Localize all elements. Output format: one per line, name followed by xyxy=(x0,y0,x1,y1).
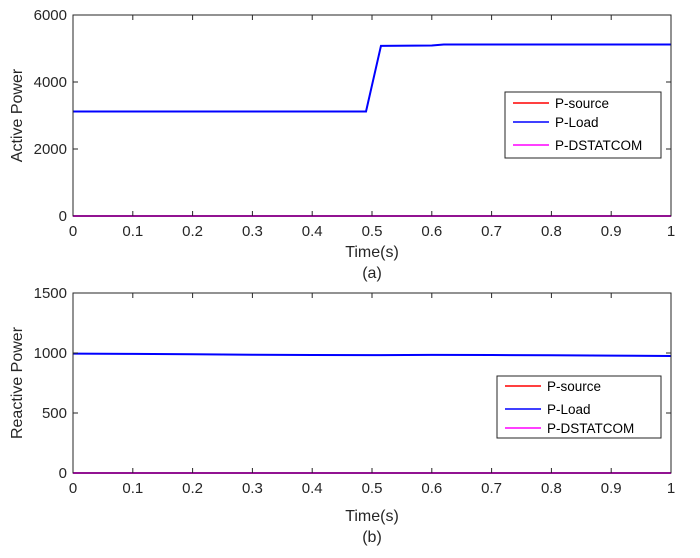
x-tick-label: 0.1 xyxy=(122,223,143,240)
x-tick-label: 0.3 xyxy=(242,480,263,497)
y-tick-label: 0 xyxy=(59,465,67,482)
y-tick-label: 1500 xyxy=(34,285,67,302)
tick-group: 0 0.1 0.2 0.3 0.4 0.5 0.6 0.7 0.8 0.9 1 0 500 1000 150… xyxy=(34,285,676,497)
x-tick-label: 0.5 xyxy=(362,480,383,497)
legend-label-p-load: P-Load xyxy=(547,402,591,417)
series-line-p-load xyxy=(72,352,672,357)
series-line-p-load xyxy=(73,43,671,113)
x-tick-label: 0 xyxy=(69,223,77,240)
legend-label-p-load: P-Load xyxy=(555,115,599,130)
x-tick-label: 0.9 xyxy=(601,223,622,240)
y-tick-label: 2000 xyxy=(34,141,67,158)
x-tick-label: 1 xyxy=(667,223,675,240)
legend: P-source P-Load P-DSTATCOM xyxy=(496,375,662,439)
legend-label-p-source: P-source xyxy=(547,379,601,394)
y-tick-label: 4000 xyxy=(34,74,67,91)
panel-caption: (b) xyxy=(362,529,382,546)
x-tick-label: 0.4 xyxy=(302,480,323,497)
x-tick-label: 0 xyxy=(69,480,77,497)
legend: P-source P-Load P-DSTATCOM xyxy=(504,91,662,159)
x-tick-label: 1 xyxy=(667,480,675,497)
y-tick-label: 6000 xyxy=(34,7,67,24)
x-tick-label: 0.5 xyxy=(362,223,383,240)
y-axis-label: Reactive Power xyxy=(9,326,26,439)
x-tick-label: 0.7 xyxy=(481,480,502,497)
y-tick-label: 0 xyxy=(59,208,67,225)
x-tick-label: 0.2 xyxy=(182,223,203,240)
x-axis-label: Time(s) xyxy=(345,508,399,525)
x-axis-label: Time(s) xyxy=(345,244,399,261)
legend-label-p-dstatcom: P-DSTATCOM xyxy=(555,138,642,153)
panel-active-power: 0 0.1 0.2 0.3 0.4 0.5 0.6 0.7 0.8 0.9 1 0 2000 4000 60… xyxy=(9,7,675,282)
x-tick-label: 0.8 xyxy=(541,480,562,497)
x-tick-label: 0.4 xyxy=(302,223,323,240)
panel-reactive-power: 0 0.1 0.2 0.3 0.4 0.5 0.6 0.7 0.8 0.9 1 0 500 1000 150… xyxy=(9,285,675,546)
x-tick-label: 0.9 xyxy=(601,480,622,497)
x-tick-label: 0.7 xyxy=(481,223,502,240)
legend-label-p-dstatcom: P-DSTATCOM xyxy=(547,421,634,436)
x-tick-label: 0.6 xyxy=(421,223,442,240)
tick-group: 0 0.1 0.2 0.3 0.4 0.5 0.6 0.7 0.8 0.9 1 0 2000 4000 60… xyxy=(34,7,676,240)
legend-label-p-source: P-source xyxy=(555,96,609,111)
y-tick-label: 500 xyxy=(42,405,67,422)
x-tick-label: 0.8 xyxy=(541,223,562,240)
y-tick-label: 1000 xyxy=(34,345,67,362)
x-tick-label: 0.1 xyxy=(122,480,143,497)
y-axis-label: Active Power xyxy=(9,68,26,162)
x-tick-label: 0.2 xyxy=(182,480,203,497)
panel-caption: (a) xyxy=(362,265,382,282)
x-tick-label: 0.3 xyxy=(242,223,263,240)
x-tick-label: 0.6 xyxy=(421,480,442,497)
